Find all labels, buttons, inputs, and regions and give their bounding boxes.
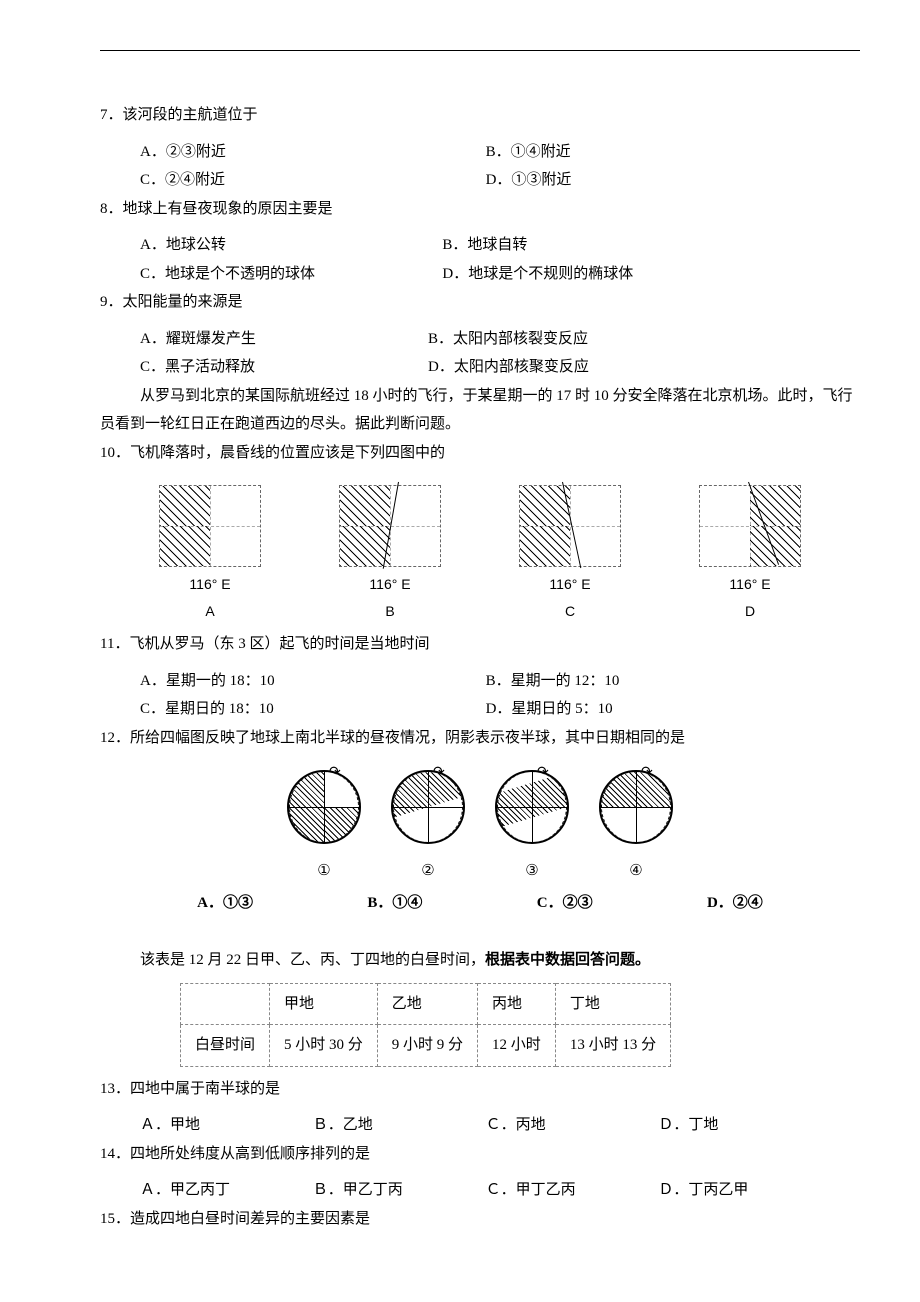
q12-options: A．①③ B．①④ C．②③ D．②④ bbox=[100, 889, 860, 918]
daylight-table: 甲地 乙地 丙地 丁地 白昼时间 5 小时 30 分 9 小时 9 分 12 小… bbox=[180, 983, 671, 1067]
q10-fig-b: 116° E B bbox=[339, 485, 441, 624]
th-yi: 乙地 bbox=[377, 983, 477, 1025]
q8-options: A．地球公转 B．地球自转 C．地球是个不透明的球体 D．地球是个不规则的椭球体 bbox=[100, 231, 860, 288]
q10-fig-b-label: B bbox=[339, 598, 441, 625]
q7-opt-b: B．①④附近 bbox=[486, 138, 832, 167]
q10-figure-row: 116° E A 116° E B 116° E C 116° E bbox=[100, 475, 860, 630]
q14-opt-a: Ａ．甲乙丙丁 bbox=[140, 1176, 313, 1205]
q9-options: A．耀斑爆发产生 B．太阳内部核裂变反应 C．黑子活动释放 D．太阳内部核聚变反… bbox=[100, 325, 860, 382]
q13-stem: 13．四地中属于南半球的是 bbox=[100, 1075, 860, 1104]
q9-opt-b: B．太阳内部核裂变反应 bbox=[428, 325, 846, 354]
q10-fig-d: 116° E D bbox=[699, 485, 801, 624]
q11-opt-a: A．星期一的 18：10 bbox=[140, 667, 486, 696]
q12-globe-3: ↷ ③ bbox=[495, 770, 569, 885]
q9-opt-a: A．耀斑爆发产生 bbox=[140, 325, 428, 354]
table-data-row: 白昼时间 5 小时 30 分 9 小时 9 分 12 小时 13 小时 13 分 bbox=[181, 1025, 671, 1067]
q9-opt-c: C．黑子活动释放 bbox=[140, 353, 428, 382]
q10-fig-c-lon: 116° E bbox=[519, 571, 621, 598]
cell-ding: 13 小时 13 分 bbox=[555, 1025, 670, 1067]
context-flight: 从罗马到北京的某国际航班经过 18 小时的飞行，于某星期一的 17 时 10 分… bbox=[100, 382, 860, 439]
q11-opt-d: D．星期日的 5：10 bbox=[486, 695, 832, 724]
q10-fig-b-lon: 116° E bbox=[339, 571, 441, 598]
q13-opt-a: Ａ．甲地 bbox=[140, 1111, 313, 1140]
q8-opt-d: D．地球是个不规则的椭球体 bbox=[442, 260, 838, 289]
cell-jia: 5 小时 30 分 bbox=[270, 1025, 378, 1067]
th-blank bbox=[181, 983, 270, 1025]
q12-opt-b: B．①④ bbox=[367, 889, 422, 918]
q10-fig-d-lon: 116° E bbox=[699, 571, 801, 598]
q12-globes: ↷ ① ↷ ② ↷ ③ ↷ ④ bbox=[100, 760, 860, 889]
q7-options: A．②③附近 B．①④附近 C．②④附近 D．①③附近 bbox=[100, 138, 860, 195]
q8-opt-a: A．地球公转 bbox=[140, 231, 442, 260]
q10-fig-a-label: A bbox=[159, 598, 261, 625]
q12-opt-c: C．②③ bbox=[537, 889, 593, 918]
q7-stem: 7．该河段的主航道位于 bbox=[100, 101, 860, 130]
q7-opt-c: C．②④附近 bbox=[140, 166, 486, 195]
q9-opt-d: D．太阳内部核聚变反应 bbox=[428, 353, 846, 382]
q12-stem: 12．所给四幅图反映了地球上南北半球的昼夜情况，阴影表示夜半球，其中日期相同的是 bbox=[100, 724, 860, 753]
q11-options: A．星期一的 18：10 B．星期一的 12：10 C．星期日的 18：10 D… bbox=[100, 667, 860, 724]
q11-opt-b: B．星期一的 12：10 bbox=[486, 667, 832, 696]
context-table: 该表是 12 月 22 日甲、乙、丙、丁四地的白昼时间，根据表中数据回答问题。 bbox=[100, 946, 860, 975]
q7-opt-d: D．①③附近 bbox=[486, 166, 832, 195]
cell-bing: 12 小时 bbox=[478, 1025, 556, 1067]
q13-opt-b: Ｂ．乙地 bbox=[313, 1111, 486, 1140]
row-label: 白昼时间 bbox=[181, 1025, 270, 1067]
cell-yi: 9 小时 9 分 bbox=[377, 1025, 477, 1067]
q13-opt-d: Ｄ．丁地 bbox=[658, 1111, 831, 1140]
q14-stem: 14．四地所处纬度从高到低顺序排列的是 bbox=[100, 1140, 860, 1169]
q10-fig-d-label: D bbox=[699, 598, 801, 625]
q9-stem: 9．太阳能量的来源是 bbox=[100, 288, 860, 317]
q8-stem: 8．地球上有昼夜现象的原因主要是 bbox=[100, 195, 860, 224]
q8-opt-b: B．地球自转 bbox=[442, 231, 838, 260]
q15-stem: 15．造成四地白昼时间差异的主要因素是 bbox=[100, 1205, 860, 1234]
q12-opt-a: A．①③ bbox=[197, 889, 253, 918]
q11-opt-c: C．星期日的 18：10 bbox=[140, 695, 486, 724]
q12-opt-d: D．②④ bbox=[707, 889, 763, 918]
th-jia: 甲地 bbox=[270, 983, 378, 1025]
q10-fig-a: 116° E A bbox=[159, 485, 261, 624]
q12-globe-4: ↷ ④ bbox=[599, 770, 673, 885]
q7-opt-a: A．②③附近 bbox=[140, 138, 486, 167]
q12-globe-1: ↷ ① bbox=[287, 770, 361, 885]
q12-globe-2: ↷ ② bbox=[391, 770, 465, 885]
q8-opt-c: C．地球是个不透明的球体 bbox=[140, 260, 442, 289]
q10-stem: 10．飞机降落时，晨昏线的位置应该是下列四图中的 bbox=[100, 439, 860, 468]
q13-opt-c: Ｃ．丙地 bbox=[486, 1111, 659, 1140]
q10-fig-c-label: C bbox=[519, 598, 621, 625]
q14-opt-b: Ｂ．甲乙丁丙 bbox=[313, 1176, 486, 1205]
th-bing: 丙地 bbox=[478, 983, 556, 1025]
q11-stem: 11．飞机从罗马（东 3 区）起飞的时间是当地时间 bbox=[100, 630, 860, 659]
q10-fig-c: 116° E C bbox=[519, 485, 621, 624]
q14-options: Ａ．甲乙丙丁 Ｂ．甲乙丁丙 Ｃ．甲丁乙丙 Ｄ．丁丙乙甲 bbox=[100, 1176, 860, 1205]
table-head-row: 甲地 乙地 丙地 丁地 bbox=[181, 983, 671, 1025]
q10-fig-a-lon: 116° E bbox=[159, 571, 261, 598]
page-top-rule bbox=[100, 50, 860, 51]
q14-opt-c: Ｃ．甲丁乙丙 bbox=[486, 1176, 659, 1205]
q14-opt-d: Ｄ．丁丙乙甲 bbox=[658, 1176, 831, 1205]
context-flight-text: 从罗马到北京的某国际航班经过 18 小时的飞行，于某星期一的 17 时 10 分… bbox=[100, 388, 853, 433]
q13-options: Ａ．甲地 Ｂ．乙地 Ｃ．丙地 Ｄ．丁地 bbox=[100, 1111, 860, 1140]
th-ding: 丁地 bbox=[555, 983, 670, 1025]
